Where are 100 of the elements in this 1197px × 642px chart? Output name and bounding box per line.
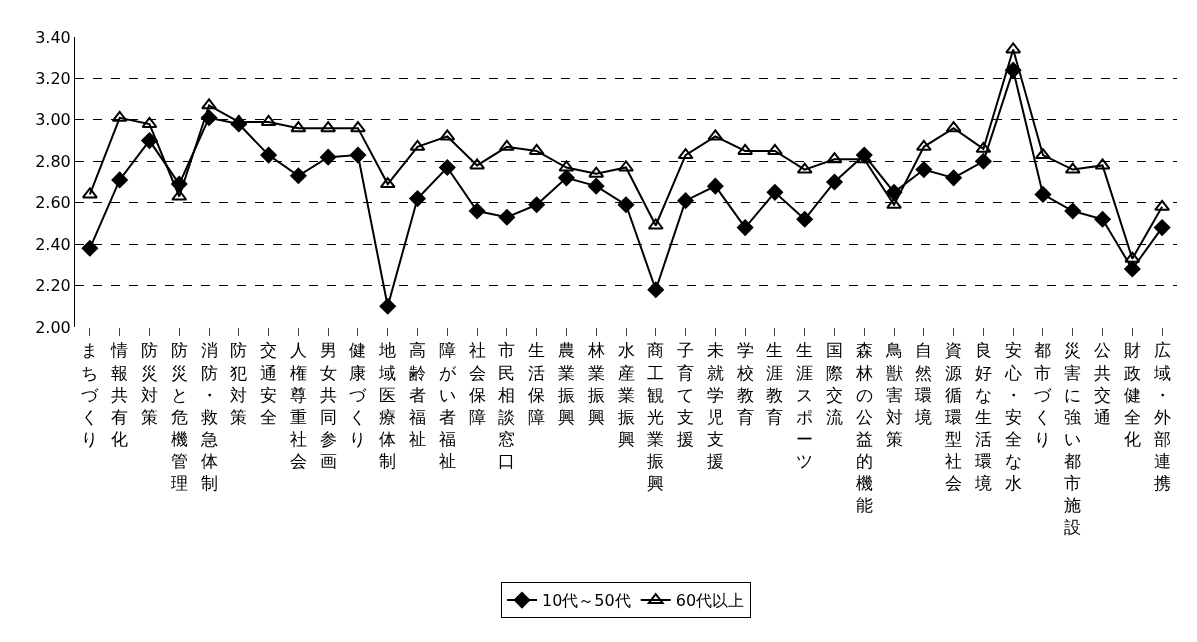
point [558,169,575,187]
point [528,143,545,155]
point [647,218,664,230]
x-tick-label: 国際交流 [825,340,843,427]
point [617,196,635,213]
point [588,166,605,178]
point [290,121,307,133]
point [81,240,99,257]
point [528,196,545,213]
x-tick-label: 情報共有化 [110,340,129,449]
point [766,184,784,201]
x-tick-label: 子育て支援 [677,340,695,449]
point [796,211,813,228]
point [141,132,158,149]
y-tick-label: 2.20 [35,276,71,296]
x-tick-label: 鳥獣害対策 [884,340,903,449]
x-tick-label: 広域・外部連携 [1152,340,1171,493]
point [677,192,694,209]
x-tick-label: 防災と危機管理 [170,340,188,493]
point [1094,158,1111,170]
point [111,171,128,189]
x-tick-label: 商工観光業振興 [647,340,665,493]
y-tick-label: 3.20 [35,69,71,89]
x-tick-label: 生涯スポーツ [796,340,814,471]
point [379,298,396,315]
x-tick-label: 資源循環型社会 [945,340,963,493]
category-label: 災害に強い都市施設 [1064,340,1082,538]
point [201,98,217,110]
point [260,114,277,126]
x-tick-label: 交通安全 [260,340,278,427]
point [1124,251,1141,263]
y-tick-label: 2.60 [35,193,71,213]
point [171,189,188,201]
point [498,209,516,226]
point [379,177,396,189]
x-tick-label: 財政健全化 [1123,340,1141,449]
point [945,169,962,187]
point [1094,211,1111,228]
x-tick-label: 林業振興 [586,340,605,427]
point [439,159,456,176]
point [469,158,486,170]
point [588,177,605,195]
point [1064,202,1081,220]
point [826,173,843,191]
point [915,161,932,178]
point [975,153,992,170]
point [707,129,724,141]
point [766,143,783,155]
point [1005,42,1022,54]
x-tick-label: 消防・救急体制 [199,340,218,493]
point [1124,260,1141,278]
point [1035,148,1051,160]
point [796,162,813,174]
x-tick-label: 安心・安全な水 [1003,340,1022,493]
point [81,187,98,199]
point [975,141,992,153]
point [736,219,754,236]
x-tick-label: 生涯教育 [766,340,784,427]
point [945,121,962,133]
x-tick-label: 都市づくり [1034,340,1053,449]
x-tick-label: 健康づくり [349,340,368,449]
y-tick-label: 2.40 [35,234,71,254]
point [558,160,575,172]
x-tick-label: 障がい者福祉 [438,340,457,471]
x-tick-label: 人権尊重社会 [289,340,307,471]
point [409,190,426,207]
y-tick-label: 3.40 [35,27,71,47]
x-tick-label: 生活保障 [528,340,546,427]
x-tick-label: 良好な生活環境 [973,340,992,493]
x-tick-label: 水産業振興 [617,340,635,449]
y-tick-label: 2.00 [35,317,71,337]
x-tick-label: 学校教育 [735,340,754,427]
x-tick-label: 森林の公益的機能 [854,340,873,516]
point [498,139,515,151]
x-tick-label: 地域医療体制 [378,340,397,471]
point [826,152,843,164]
point [439,129,456,141]
point [1064,162,1081,174]
y-tick-label: 3.00 [35,110,71,130]
point [647,281,664,298]
point [320,121,337,133]
legend-label: 60代以上 [675,591,745,611]
point [1154,199,1171,211]
x-tick-label: 高齢者福祉 [409,340,427,449]
point [230,114,247,126]
x-tick-label: 公共交通 [1094,340,1112,427]
x-tick-label: 防犯対策 [230,340,248,427]
x-tick-label: 未就学児支援 [706,340,724,471]
x-tick-label: 男女共同参画 [319,340,337,471]
point [1153,219,1171,236]
legend-label: 10代～50代 [542,591,631,611]
point [349,146,367,164]
x-tick-label: まちづくり [81,340,100,449]
point [737,143,754,155]
x-tick-label: 自然環境 [914,340,933,427]
x-tick-label: 農業振興 [557,340,575,427]
point [1034,186,1052,203]
point [350,121,366,133]
x-tick-label: 社会保障 [468,340,486,427]
point [111,110,128,122]
